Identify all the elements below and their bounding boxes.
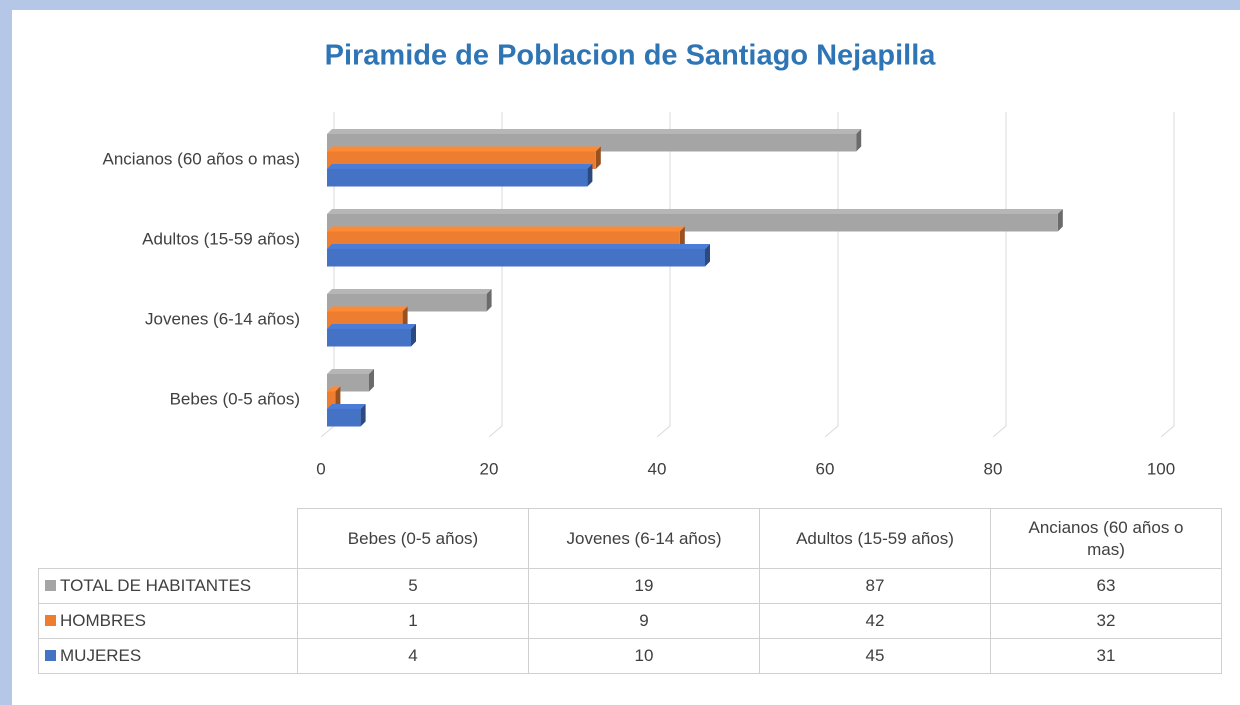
y-tick-label: Bebes (0-5 años) [170,389,300,408]
table-value: 19 [528,568,760,604]
table-value: 9 [528,603,760,639]
bar-side [705,244,710,267]
table-value: 32 [990,603,1222,639]
bar-top [327,386,341,392]
table-row: MUJERES 4 10 45 31 [38,638,1222,674]
y-tick-label: Ancianos (60 años o mas) [103,149,301,168]
grid-line-depth [824,425,839,438]
bar-side [486,289,492,312]
grid-line-depth [320,425,335,438]
table-value: 42 [759,603,991,639]
table-header-row: Bebes (0-5 años) Jovenes (6-14 años) Adult… [38,508,1222,569]
chart-title: Piramide de Poblacion de Santiago Nejapi… [325,40,937,72]
bar-side [335,386,341,409]
legend-label: TOTAL DE HABITANTES [60,576,252,595]
x-tick-label: 100 [1147,459,1175,478]
x-tick-label: 80 [984,459,1003,478]
grid-line-depth [992,425,1007,438]
y-tick-label: Jovenes (6-14 años) [145,309,300,328]
table-header-text: Bebes (0-5 años) [347,528,479,548]
bar-group [327,404,366,427]
bar-side [1057,209,1063,232]
bar-group [327,164,593,187]
table-header-cell: Bebes (0-5 años) [297,508,529,569]
bar-side [587,164,593,187]
legend-cell: HOMBRES [38,603,298,639]
table-value: 45 [759,638,991,674]
bar-top [327,164,593,169]
bar-top [327,324,416,329]
bar-top [327,404,366,409]
legend-key [45,580,56,591]
x-tick-label: 40 [648,459,667,478]
bar-top [327,306,408,312]
table-header-text: Ancianos (60 años o mas) [1028,517,1184,559]
bar [327,169,588,187]
bar [327,409,361,427]
bar-side [369,369,374,392]
table-header-cell: Ancianos (60 años o mas) [990,508,1222,569]
table-corner [38,508,298,569]
bar-side [679,226,685,249]
bar [327,329,411,347]
table-header-text: Jovenes (6-14 años) [566,528,722,548]
x-tick-label: 0 [316,459,325,478]
legend-key [45,650,56,661]
legend-cell: TOTAL DE HABITANTES [38,568,298,604]
bar-top [327,226,685,232]
grid-line-depth [488,425,503,438]
bar-group [327,324,416,347]
bar-top [327,209,1063,214]
x-tick-label: 60 [816,459,835,478]
table-header-text: Adultos (15-59 años) [796,528,954,548]
x-tick-label: 20 [480,459,499,478]
table-value: 1 [297,603,529,639]
bar-group [327,369,374,392]
grid-line-depth [656,425,671,438]
bar-side [360,404,366,427]
bar [327,249,705,267]
bar-side [856,129,862,152]
table-value: 87 [759,568,991,604]
bar-group [327,386,341,409]
legend-cell: MUJERES [38,638,298,674]
table-value: 5 [297,568,529,604]
bar-top [327,369,374,374]
legend-key [45,615,56,626]
data-table: Bebes (0-5 años) Jovenes (6-14 años) Adult… [38,508,1222,674]
table-value: 4 [297,638,529,674]
table-row: HOMBRES 1 9 42 32 [38,603,1222,639]
bar-top [327,244,710,249]
bar-group [327,244,710,267]
table-value: 10 [528,638,760,674]
bar-side [411,324,416,347]
table-row: TOTAL DE HABITANTES 5 19 87 63 [38,568,1222,604]
legend-label: MUJERES [60,646,142,665]
bar-top [327,129,862,134]
y-tick-label: Adultos (15-59 años) [142,229,300,248]
bar-side [595,146,601,169]
legend-label: HOMBRES [60,611,146,630]
table-value: 31 [990,638,1222,674]
bar-side [402,306,408,329]
table-header-cell: Jovenes (6-14 años) [528,508,760,569]
grid-line-depth [1160,425,1175,438]
bar-top [327,289,492,294]
table-value: 63 [990,568,1222,604]
bar [327,391,336,409]
table-header-cell: Adultos (15-59 años) [759,508,991,569]
bar-top [327,146,601,152]
